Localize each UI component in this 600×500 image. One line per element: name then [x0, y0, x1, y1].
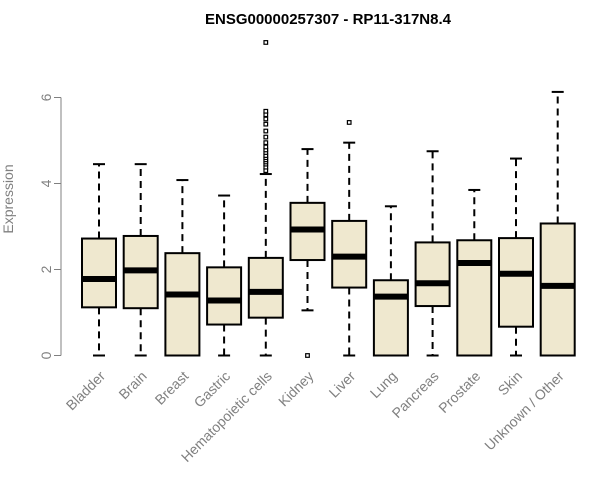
box-brain [122, 163, 159, 357]
outlier-point [263, 134, 269, 140]
outlier-point [263, 144, 269, 150]
box-gastric [206, 194, 243, 357]
boxes-group [81, 40, 576, 358]
chart-title: ENSG00000257307 - RP11-317N8.4 [205, 11, 452, 28]
y-tick-label: 0 [38, 351, 54, 359]
outlier-point [305, 353, 310, 358]
box-breast [164, 179, 201, 357]
box-prostate [456, 188, 493, 357]
box-iqr [206, 266, 243, 326]
x-tick-label: Unknown / Other [481, 368, 567, 454]
box-kidney [289, 148, 326, 358]
x-tick-label: Brain [115, 368, 149, 402]
outlier-point [263, 121, 269, 127]
box-iqr [414, 241, 451, 308]
box-hematopoietic-cells [247, 40, 284, 357]
box-lung [372, 205, 409, 357]
outlier-point [263, 40, 269, 45]
box-iqr [247, 256, 284, 319]
x-tick-label: Liver [326, 368, 359, 401]
y-axis-title: Expression [0, 164, 16, 233]
y-tick-label: 2 [38, 265, 54, 273]
x-tick-label: Kidney [275, 368, 317, 410]
box-liver [331, 120, 368, 357]
box-skin [498, 157, 534, 357]
outlier-point [263, 116, 269, 122]
box-iqr [539, 222, 576, 357]
box-iqr [81, 237, 117, 309]
box-pancreas [414, 150, 451, 357]
box-unknown-other [539, 90, 576, 357]
outlier-point [263, 140, 269, 146]
box-iqr [372, 279, 409, 357]
outlier-point [263, 108, 269, 114]
x-tick-label: Skin [495, 368, 526, 399]
box-bladder [81, 163, 117, 357]
box-iqr [164, 252, 201, 357]
x-tick-label: Bladder [63, 368, 109, 414]
box-iqr [498, 237, 534, 328]
x-tick-label: Breast [152, 368, 192, 408]
outlier-point [346, 120, 352, 125]
box-iqr [456, 239, 493, 357]
y-tick-label: 6 [38, 93, 54, 101]
x-tick-label: Prostate [435, 368, 483, 416]
outlier-point [263, 128, 269, 134]
y-axis: 0 2 4 6 [38, 93, 62, 359]
x-tick-label: Lung [367, 368, 400, 401]
y-tick-label: 4 [38, 179, 54, 187]
